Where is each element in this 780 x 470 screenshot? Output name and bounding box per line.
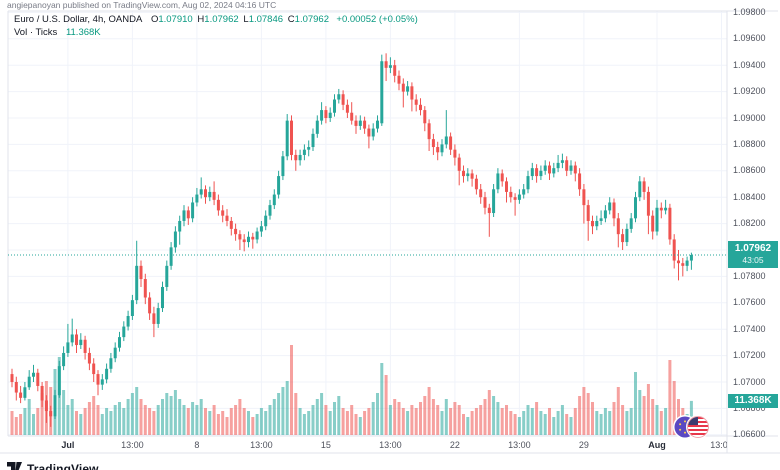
- price-axis-label: 1.09800: [733, 6, 766, 17]
- price-axis-label: 1.08800: [733, 138, 766, 149]
- ohlc-value: 1.07910: [158, 14, 198, 25]
- ohlc-value: 1.07846: [248, 14, 288, 25]
- price-axis[interactable]: 1.09800 1.09600 1.09400 1.09200 1.09000 1.088…: [728, 0, 780, 470]
- tradingview-footer-link[interactable]: TradingView: [7, 461, 99, 470]
- price-axis-label: 1.09000: [733, 112, 766, 123]
- time-axis-label: 29: [578, 440, 589, 450]
- tradingview-logo-icon: [7, 462, 22, 470]
- time-axis-label: 22: [449, 440, 460, 450]
- publish-watermark: angiepanoyan published on TradingView.co…: [7, 0, 277, 10]
- ohlc-letter: C: [287, 14, 295, 25]
- ohlc-letter: L: [243, 14, 249, 25]
- price-axis-label: 1.09400: [733, 59, 766, 70]
- time-axis-label: 8: [194, 440, 200, 450]
- ohlc-values: O1.07910 H1.07962 L1.07846 C1.07962: [151, 14, 334, 25]
- price-axis-label: 1.09600: [733, 33, 766, 44]
- time-axis-label: Aug: [648, 440, 666, 450]
- time-axis-label: Jul: [61, 440, 75, 450]
- legend-row-volume: Vol · Ticks 11.368K: [14, 26, 418, 39]
- time-axis-label: 13:00: [508, 440, 531, 450]
- time-axis-label: 15: [320, 440, 331, 450]
- time-axis-label: 13:00: [379, 440, 402, 450]
- last-volume-badge: 11.368K: [728, 393, 778, 408]
- price-axis-label: 1.07000: [733, 376, 766, 387]
- us-flag-icon: [686, 415, 710, 439]
- time-axis-label: 13:00: [710, 440, 727, 450]
- time-axis-label: 13:00: [121, 440, 144, 450]
- bar-countdown: 43:05: [742, 255, 764, 266]
- symbol-title: Euro / U.S. Dollar, 4h, OANDA: [14, 14, 143, 25]
- last-price-value: 1.07962: [734, 243, 772, 255]
- price-axis-label: 1.07800: [733, 270, 766, 281]
- ohlc-letter: O: [150, 14, 159, 25]
- price-axis-label: 1.08600: [733, 165, 766, 176]
- volume-value: 11.368K: [65, 27, 101, 38]
- legend-row-symbol: Euro / U.S. Dollar, 4h, OANDA O1.07910 H…: [14, 13, 418, 26]
- price-axis-label: 1.07200: [733, 350, 766, 361]
- price-axis-label: 1.07400: [733, 323, 766, 334]
- price-axis-label: 1.08400: [733, 191, 766, 202]
- ohlc-value: 1.07962: [204, 14, 244, 25]
- price-axis-label: 1.06800: [733, 402, 766, 413]
- time-axis[interactable]: Jul 13:00 8 13:00 15 13:00 22 13:00 29 Aug 13:00: [8, 439, 727, 453]
- price-axis-label: 1.08200: [733, 218, 766, 229]
- ohlc-value: 1.07962: [294, 14, 334, 25]
- instrument-logo-eurusd: [671, 412, 711, 442]
- tradingview-wordmark: TradingView: [27, 461, 99, 470]
- price-axis-label: 1.06600: [733, 429, 766, 440]
- chart-legend: Euro / U.S. Dollar, 4h, OANDA O1.07910 H…: [14, 13, 418, 39]
- change-value: +0.00052 (+0.05%): [336, 14, 418, 25]
- price-axis-label: 1.07600: [733, 297, 766, 308]
- time-axis-label: 13:00: [250, 440, 273, 450]
- last-price-badge: 1.07962 43:05: [728, 241, 778, 269]
- ohlc-letter: H: [197, 14, 205, 25]
- price-axis-label: 1.09200: [733, 86, 766, 97]
- volume-label: Vol · Ticks: [14, 27, 58, 38]
